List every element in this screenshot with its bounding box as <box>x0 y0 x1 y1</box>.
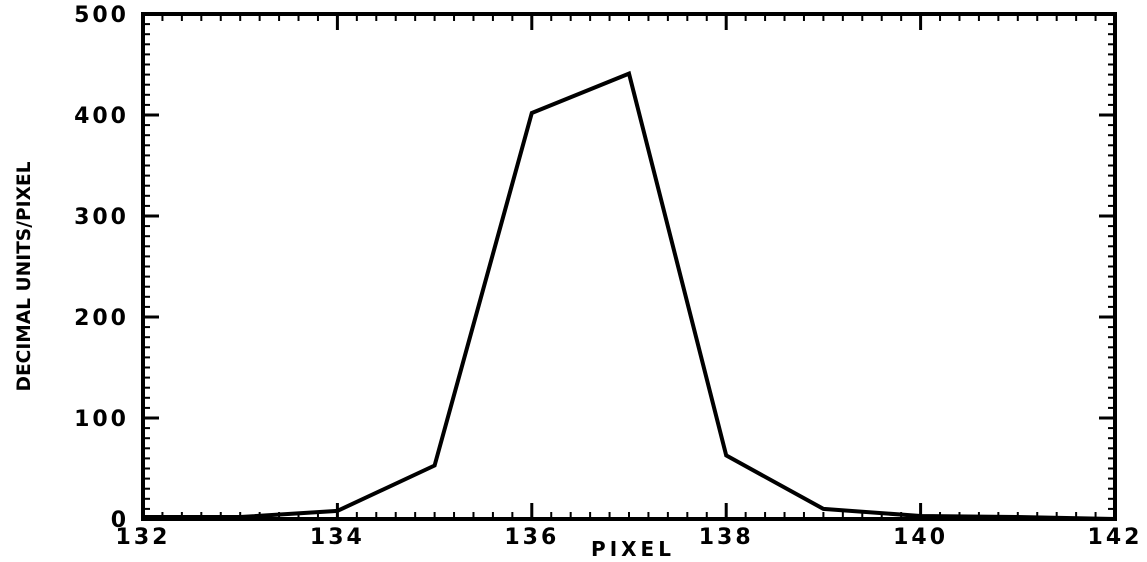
minor-ticks <box>142 13 1116 520</box>
x-tick-label: 140 <box>893 525 948 550</box>
y-axis-title: DECIMAL UNITS/PIXEL <box>13 162 35 392</box>
series-line <box>143 70 1116 521</box>
x-tick-label: 142 <box>1088 525 1143 550</box>
x-tick-label: 132 <box>116 525 171 550</box>
y-tick-label: 500 <box>74 3 129 28</box>
major-ticks <box>141 12 1117 521</box>
y-tick-label: 300 <box>74 205 129 230</box>
y-tick-label: 400 <box>74 104 129 129</box>
tick-labels: 132 134 136 138 140 142 0 100 200 300 400 500 <box>74 3 1143 550</box>
y-tick-label: 100 <box>74 407 129 432</box>
x-axis-title: PIXEL <box>591 537 675 561</box>
y-tick-label: 0 <box>111 508 129 533</box>
x-tick-label: 134 <box>310 525 365 550</box>
x-tick-label: 138 <box>699 525 754 550</box>
x-tick-label: 136 <box>504 525 559 550</box>
plot-frame <box>141 12 1117 521</box>
y-tick-label: 200 <box>74 306 129 331</box>
